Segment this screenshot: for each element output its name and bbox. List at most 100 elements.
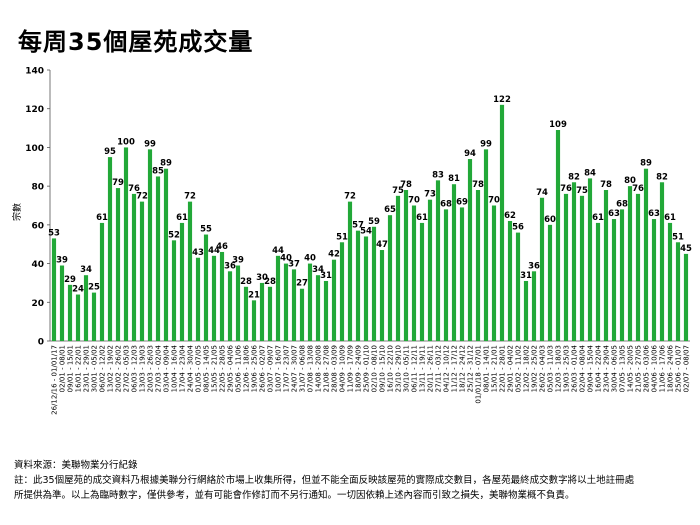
data-label: 24 (72, 285, 84, 295)
x-tick-label: 21/08 - 27/08 (323, 345, 331, 392)
data-label: 122 (493, 95, 511, 105)
x-tick-label: 10/07 - 16/07 (275, 345, 283, 392)
bar (195, 257, 201, 341)
bar (595, 222, 601, 341)
data-label: 76 (560, 184, 572, 194)
data-label: 100 (117, 137, 135, 147)
data-label: 61 (176, 213, 188, 223)
bar (75, 294, 81, 341)
data-label: 52 (168, 230, 180, 240)
bar (451, 184, 457, 341)
bar (443, 209, 449, 341)
data-label: 31 (520, 271, 532, 281)
x-tick-label: 18/06 - 24/06 (667, 344, 675, 392)
x-tick-label: 04/06 - 10/06 (651, 344, 659, 392)
x-tick-label: 25/09 - 01/10 (363, 345, 371, 392)
x-tick-label: 08/01 - 14/01 (483, 345, 491, 392)
data-label: 54 (360, 226, 372, 236)
x-tick-label: 26/02 - 04/03 (539, 345, 547, 392)
data-label: 82 (568, 172, 580, 182)
bar (291, 269, 297, 341)
data-label: 63 (648, 209, 660, 219)
x-tick-label: 20/11 - 26/11 (427, 345, 435, 392)
bar (507, 220, 513, 341)
source-note: 資料來源：美聯物業分行紀錄 (14, 460, 138, 471)
x-tick-label: 27/11 - 03/12 (435, 345, 443, 392)
bar (403, 190, 409, 341)
data-label: 60 (544, 215, 556, 225)
data-label: 75 (576, 186, 588, 196)
x-tick-label: 29/05 - 04/06 (227, 344, 235, 392)
data-label: 70 (488, 196, 500, 206)
data-label: 69 (456, 197, 468, 207)
x-tick-label: 30/01 - 05/02 (91, 345, 99, 392)
x-tick-label: 02/01 - 08/01 (59, 345, 67, 392)
x-tick-label: 12/03 - 18/03 (555, 345, 563, 392)
bar (211, 255, 217, 341)
bar (339, 242, 345, 341)
x-tick-label: 01/05 - 07/05 (195, 345, 203, 392)
x-tick-label: 23/10 - 29/10 (395, 345, 403, 392)
data-label: 61 (664, 213, 676, 223)
data-label: 109 (549, 120, 567, 130)
x-tick-label: 08/05 - 14/05 (203, 345, 211, 392)
data-label: 45 (680, 244, 692, 254)
x-tick-label: 23/04 - 29/04 (603, 344, 611, 392)
x-tick-label: 04/09 - 10/09 (339, 345, 347, 392)
data-label: 61 (592, 213, 604, 223)
y-tick-label: 140 (25, 67, 44, 77)
x-tick-label: 25/06 - 01/07 (675, 345, 683, 392)
data-label: 99 (144, 139, 156, 149)
data-label: 83 (432, 170, 444, 180)
bar (267, 286, 273, 341)
bar (363, 236, 369, 341)
bar (667, 222, 673, 341)
x-tick-label: 15/05 - 21/05 (211, 345, 219, 392)
data-label: 74 (536, 188, 548, 198)
x-tick-label: 28/05 - 03/06 (643, 344, 651, 392)
bar (579, 195, 585, 341)
x-tick-label: 18/12 - 24/12 (459, 345, 467, 392)
bar (387, 215, 393, 341)
x-tick-label: 26/06 - 02/07 (259, 345, 267, 392)
x-tick-label: 15/01 - 21/01 (491, 345, 499, 392)
x-tick-label: 09/04 - 15/04 (587, 344, 595, 392)
x-tick-label: 03/04 - 09/04 (163, 344, 171, 392)
data-label: 40 (280, 254, 292, 264)
x-tick-label: 14/08 - 20/08 (315, 345, 323, 392)
data-label: 99 (480, 139, 492, 149)
x-tick-label: 11/12 - 17/12 (451, 345, 459, 392)
bar (491, 205, 497, 341)
data-label: 51 (336, 232, 348, 242)
x-tick-label: 21/05 - 27/05 (635, 345, 643, 392)
bar (515, 232, 521, 341)
data-label: 29 (64, 275, 76, 285)
y-axis-label: 宗數 (11, 203, 23, 221)
x-tick-label: 20/02 - 26/02 (115, 345, 123, 392)
bar (611, 219, 617, 341)
data-label: 81 (448, 174, 460, 184)
x-tick-label: 31/07 - 06/08 (299, 345, 307, 392)
data-label: 57 (352, 221, 364, 231)
chart-title: 每周35個屋苑成交量 (18, 28, 254, 56)
data-label: 28 (240, 277, 252, 287)
bar (99, 222, 105, 341)
data-label: 78 (600, 180, 612, 190)
bar (499, 104, 505, 341)
bar (379, 250, 385, 341)
x-tick-label: 30/10 - 05/11 (403, 345, 411, 392)
x-tick-label: 27/03 - 02/04 (155, 344, 163, 392)
x-tick-label: 29/01 - 04/02 (507, 345, 515, 392)
x-tick-label: 13/03 - 19/03 (139, 345, 147, 392)
x-tick-label: 07/08 - 13/08 (307, 345, 315, 392)
footnotes: 資料來源：美聯物業分行紀錄 註：此35個屋苑的成交資料乃根據美聯分行網絡於市場上… (14, 458, 694, 503)
bar (67, 284, 73, 341)
data-label: 36 (224, 261, 236, 271)
bar (139, 201, 145, 341)
x-tick-label: 30/04 - 06/05 (611, 345, 619, 392)
x-tick-label: 10/04 - 16/04 (171, 344, 179, 392)
data-label: 95 (104, 147, 116, 157)
data-label: 65 (384, 205, 396, 215)
x-tick-label: 03/07 - 09/07 (267, 345, 275, 392)
x-tick-label: 24/04 - 30/04 (187, 344, 195, 392)
